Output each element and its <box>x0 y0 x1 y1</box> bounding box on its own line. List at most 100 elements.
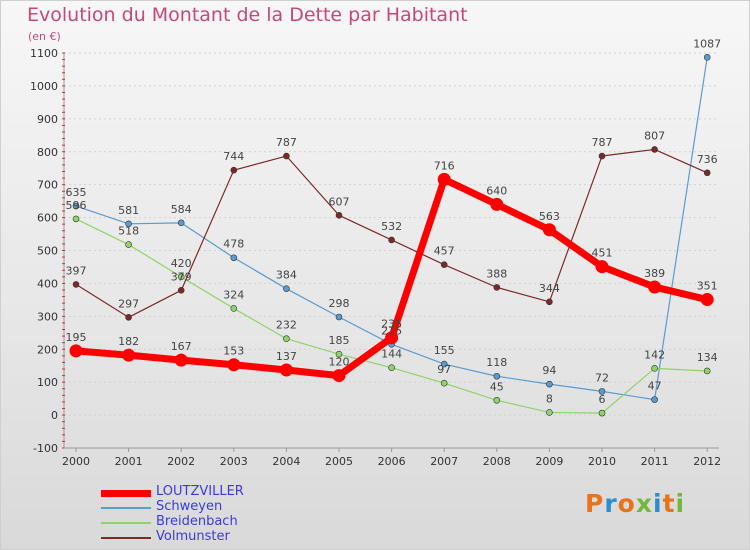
data-point-volmunster <box>493 284 501 291</box>
data-point-volmunster <box>388 236 395 244</box>
data-point-schweyen <box>125 220 132 228</box>
data-label: 45 <box>490 380 504 393</box>
x-tick-label: 2005 <box>325 455 353 468</box>
data-point-loutzviller <box>332 369 346 383</box>
y-tick-label: 400 <box>37 277 58 290</box>
data-point-schweyen <box>546 380 553 388</box>
legend-swatch <box>101 507 151 509</box>
y-tick-label: 700 <box>37 179 58 192</box>
data-point-volmunster <box>598 152 606 160</box>
x-tick-label: 2003 <box>220 455 248 468</box>
data-label: 72 <box>595 371 609 384</box>
data-label: 324 <box>223 288 244 301</box>
data-label: 153 <box>223 345 244 358</box>
legend-swatch <box>101 522 151 524</box>
data-label: 451 <box>592 247 613 260</box>
data-point-loutzviller <box>385 331 399 345</box>
legend-label: Breidenbach <box>156 514 238 529</box>
y-tick-label: 900 <box>37 113 58 126</box>
data-point-breidenbach <box>440 379 448 387</box>
y-tick-label: 500 <box>37 245 58 258</box>
x-tick-label: 2007 <box>430 455 458 468</box>
data-point-breidenbach <box>493 396 501 404</box>
data-label: 215 <box>381 324 402 337</box>
data-label: 195 <box>66 331 87 344</box>
data-label: 144 <box>381 348 402 361</box>
data-label: 182 <box>118 335 139 348</box>
y-tick-label: 1000 <box>30 80 58 93</box>
data-point-loutzviller <box>700 293 714 307</box>
data-label: 581 <box>118 204 139 217</box>
data-point-volmunster <box>440 261 448 268</box>
data-point-breidenbach <box>388 364 395 371</box>
data-point-schweyen <box>493 372 501 380</box>
data-point-loutzviller <box>122 348 136 362</box>
data-label: 298 <box>329 297 350 310</box>
data-label: 736 <box>697 153 718 166</box>
data-point-loutzviller <box>227 358 241 372</box>
data-label: 787 <box>276 136 297 149</box>
data-point-loutzviller <box>279 363 293 377</box>
data-point-schweyen <box>177 219 185 227</box>
y-tick-label: 100 <box>37 376 58 389</box>
data-label: 185 <box>329 334 350 347</box>
data-label: 134 <box>697 351 718 364</box>
legend-swatch <box>101 537 151 539</box>
brand-logo: Proxiti <box>585 489 686 518</box>
data-point-breidenbach <box>125 241 132 248</box>
y-tick-label: 800 <box>37 146 58 159</box>
data-label: 584 <box>171 203 192 216</box>
data-point-schweyen <box>651 396 658 403</box>
data-label: 478 <box>223 238 244 251</box>
data-point-breidenbach <box>177 273 185 281</box>
y-tick-label: 200 <box>37 343 58 356</box>
data-label: 120 <box>329 356 350 369</box>
data-point-breidenbach <box>703 367 711 375</box>
chart-legend: LOUTZVILLER Schweyen Breidenbach Volmunster <box>101 484 361 545</box>
data-point-loutzviller <box>595 260 609 274</box>
data-label: 563 <box>539 210 560 223</box>
data-label: 596 <box>66 199 87 212</box>
data-point-loutzviller <box>542 223 556 237</box>
legend-label: Volmunster <box>156 529 230 544</box>
data-point-loutzviller <box>437 172 451 186</box>
data-label: 94 <box>542 364 556 377</box>
y-tick-label: 0 <box>51 409 58 422</box>
data-label: 635 <box>66 186 87 199</box>
data-label: 518 <box>118 225 139 238</box>
data-label: 97 <box>437 363 451 376</box>
data-point-schweyen <box>335 313 343 321</box>
data-label: 388 <box>486 267 507 280</box>
chart-unit-label: (en €) <box>28 30 61 43</box>
data-label: 397 <box>66 264 87 277</box>
data-point-breidenbach <box>598 409 606 417</box>
data-point-volmunster <box>335 211 343 219</box>
legend-swatch <box>101 489 151 497</box>
x-tick-label: 2011 <box>641 455 669 468</box>
data-point-schweyen <box>703 53 711 61</box>
legend-label: LOUTZVILLER <box>156 484 244 499</box>
data-label: 787 <box>592 136 613 149</box>
data-point-loutzviller <box>174 353 188 367</box>
data-label: 167 <box>171 340 192 353</box>
data-point-schweyen <box>598 388 606 395</box>
data-point-schweyen <box>72 202 80 210</box>
data-label: 344 <box>539 282 560 295</box>
data-label: 389 <box>644 267 665 280</box>
legend-item-volmunster: Volmunster <box>101 529 361 545</box>
data-label: 137 <box>276 350 297 363</box>
series-line-volmunster <box>75 148 708 318</box>
data-point-volmunster <box>703 169 711 177</box>
x-tick-label: 2009 <box>535 455 563 468</box>
data-point-schweyen <box>230 254 238 262</box>
data-label: 640 <box>486 184 507 197</box>
data-label: 532 <box>381 220 402 233</box>
data-point-volmunster <box>283 152 290 160</box>
data-label: 807 <box>644 129 665 142</box>
data-point-volmunster <box>230 166 238 174</box>
data-point-breidenbach <box>230 305 238 312</box>
data-label: 351 <box>697 280 718 293</box>
data-point-breidenbach <box>546 409 553 416</box>
data-point-volmunster <box>125 314 132 321</box>
